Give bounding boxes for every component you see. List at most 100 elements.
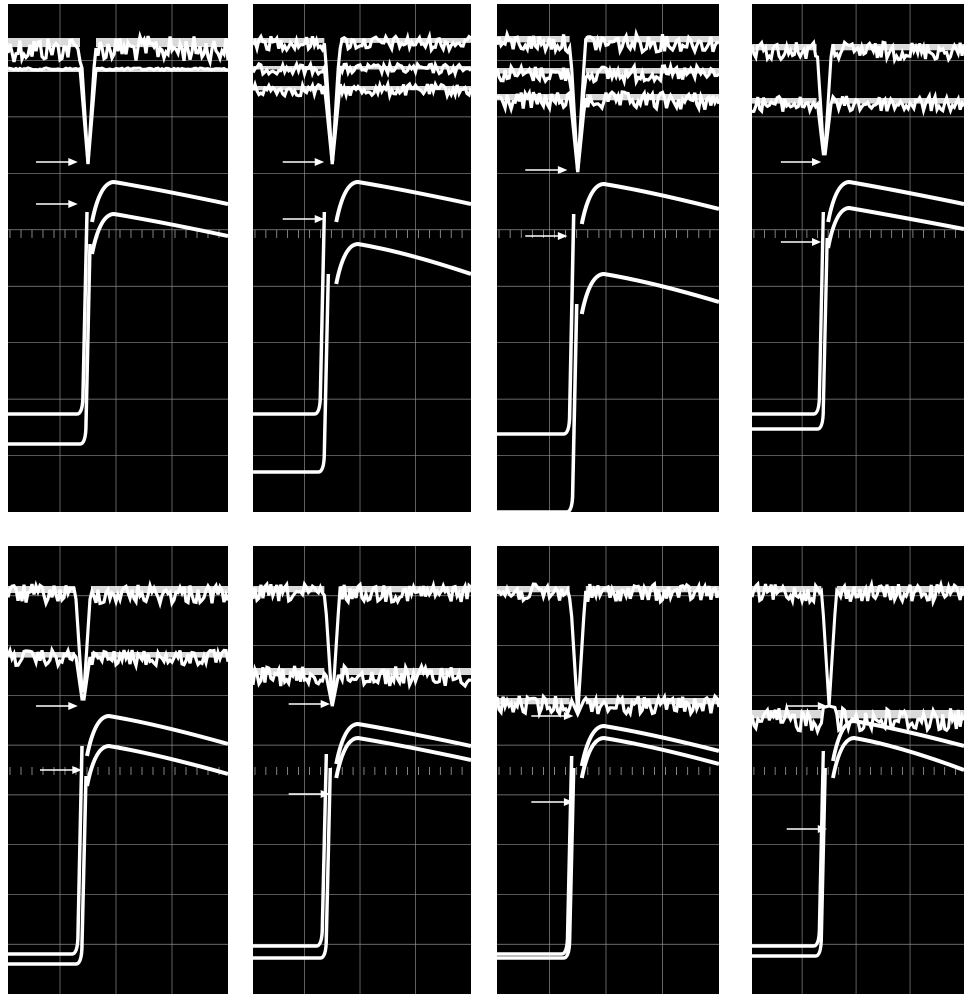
arrow-marker — [780, 157, 822, 167]
step-trace — [253, 211, 327, 416]
noise-band — [8, 38, 80, 48]
arrow-marker — [786, 824, 827, 834]
arrow-marker — [288, 699, 331, 709]
arrow-marker — [36, 701, 78, 711]
noise-band — [96, 70, 228, 72]
noise-band — [253, 86, 325, 91]
noise-band — [585, 94, 719, 101]
noise-band — [752, 710, 822, 719]
noise-band — [253, 66, 325, 70]
graticule — [497, 546, 719, 994]
noise-band — [497, 586, 570, 593]
noise-band — [497, 36, 570, 43]
noise-band — [8, 586, 75, 593]
scope-screen — [752, 4, 964, 512]
noise-band — [91, 586, 228, 593]
step-trace — [8, 243, 92, 446]
noise-band — [836, 710, 964, 719]
noise-band — [340, 86, 471, 91]
step-trace — [8, 775, 88, 966]
step-trace — [752, 211, 825, 416]
noise-trace — [752, 702, 964, 737]
decay-curve-trace — [90, 211, 228, 255]
arrow-marker — [525, 231, 568, 241]
step-trace — [253, 767, 333, 960]
noise-band — [340, 586, 471, 593]
decay-curve-trace — [579, 271, 719, 315]
oscilloscope-panel-row1-col4 — [752, 4, 964, 512]
graticule — [253, 546, 471, 994]
decay-curve-trace — [90, 179, 228, 223]
noise-band — [253, 586, 325, 593]
scope-screen — [8, 546, 228, 994]
scope-screen — [253, 546, 471, 994]
arrow-marker — [282, 214, 325, 224]
decay-curve-trace — [826, 205, 964, 249]
noise-trace — [253, 579, 471, 707]
step-trace — [8, 211, 89, 416]
noise-trace — [253, 78, 471, 165]
noise-band — [752, 44, 817, 51]
noise-trace — [8, 30, 228, 165]
noise-band — [253, 668, 325, 675]
graticule — [752, 4, 964, 512]
decay-curve-trace — [85, 743, 228, 787]
noise-trace — [752, 90, 964, 156]
step-trace — [253, 273, 331, 474]
scope-screen — [497, 4, 719, 512]
step-trace — [497, 755, 574, 956]
noise-band — [91, 652, 228, 658]
decay-curve-trace — [85, 713, 228, 757]
step-trace — [253, 753, 329, 948]
noise-band — [831, 44, 964, 51]
noise-trace — [8, 579, 228, 693]
oscilloscope-panel-row1-col2 — [253, 4, 471, 512]
arrow-marker — [531, 797, 574, 807]
noise-trace — [8, 66, 228, 165]
step-trace — [752, 767, 827, 958]
noise-trace — [497, 60, 719, 173]
arrow-marker — [282, 157, 325, 167]
decay-curve-trace — [334, 735, 471, 779]
noise-band — [585, 68, 719, 74]
step-trace — [752, 750, 825, 948]
noise-band — [497, 698, 570, 705]
arrow-marker — [525, 165, 568, 175]
step-trace — [497, 767, 576, 960]
oscilloscope-panel-row2-col2 — [253, 546, 471, 994]
noise-band — [96, 38, 228, 48]
graticule — [752, 546, 964, 994]
scope-screen — [8, 4, 228, 512]
graticule — [497, 4, 719, 512]
noise-band — [8, 70, 80, 72]
noise-band — [340, 668, 471, 675]
noise-band — [340, 66, 471, 70]
decay-curve-trace — [579, 735, 719, 779]
arrow-marker — [288, 789, 331, 799]
graticule — [8, 4, 228, 512]
noise-band — [497, 68, 570, 74]
oscilloscope-panel-row2-col3 — [497, 546, 719, 994]
decay-curve-trace — [831, 735, 964, 779]
decay-curve-trace — [334, 179, 471, 223]
decay-curve-trace — [826, 179, 964, 223]
noise-trace — [253, 30, 471, 165]
decay-curve-trace — [579, 181, 719, 225]
noise-band — [8, 652, 75, 658]
noise-trace — [497, 87, 719, 173]
scope-screen — [497, 546, 719, 994]
noise-trace — [253, 58, 471, 165]
noise-band — [253, 38, 325, 43]
noise-band — [752, 98, 817, 104]
arrow-marker — [40, 765, 82, 775]
scope-screen — [253, 4, 471, 512]
noise-trace — [752, 578, 964, 707]
arrow-marker — [780, 237, 822, 247]
decay-curve-trace — [579, 723, 719, 767]
noise-band — [497, 94, 570, 101]
noise-trace — [752, 39, 964, 149]
decay-curve-trace — [334, 241, 471, 285]
oscilloscope-panel-row2-col1 — [8, 546, 228, 994]
step-trace — [497, 213, 576, 436]
